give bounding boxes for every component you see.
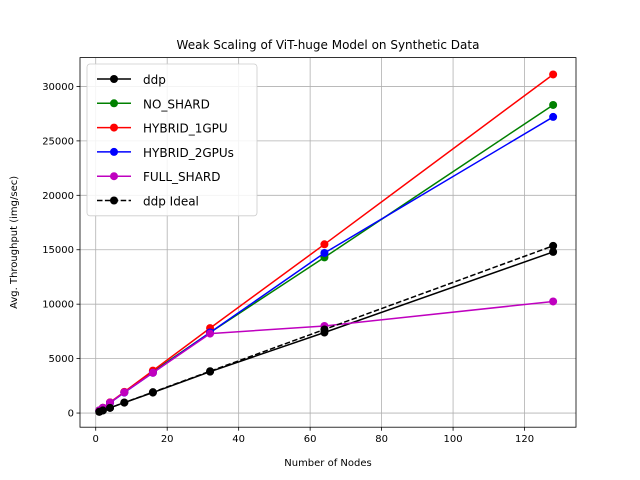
series-ddp-ideal	[95, 241, 558, 416]
legend-label: ddp	[143, 73, 166, 87]
legend-marker	[110, 147, 118, 156]
legend-item-hybrid-1gpu: HYBRID_1GPU	[97, 122, 228, 136]
data-point-no-shard	[549, 100, 558, 109]
data-point-full-shard	[120, 388, 129, 397]
legend-label: ddp Ideal	[143, 195, 199, 209]
legend-box	[86, 63, 258, 217]
data-point-ddp-ideal	[106, 403, 115, 412]
legend-label: HYBRID_1GPU	[143, 122, 228, 136]
x-ticks: 0 20 40 60 80 100 120	[93, 427, 534, 445]
data-point-ddp-ideal	[120, 398, 129, 407]
x-tick-label: 100	[444, 434, 463, 445]
plot-frame	[79, 57, 577, 428]
x-tick-label: 20	[161, 434, 174, 445]
legend-label: HYBRID_2GPUs	[143, 146, 234, 160]
data-point-ddp	[549, 247, 558, 256]
data-point-full-shard	[206, 329, 215, 338]
data-point-ddp-ideal	[549, 241, 558, 250]
data-point-ddp-ideal	[98, 406, 107, 415]
data-point-hybrid-2gpus	[549, 112, 558, 121]
y-axis-label: Avg. Throughput (img/sec)	[9, 176, 20, 309]
legend-marker	[110, 172, 118, 181]
legend-item-no-shard: NO_SHARD	[97, 97, 210, 111]
legend-marker	[110, 123, 118, 132]
y-tick-label: 10000	[42, 300, 74, 311]
legend-item-ddp-ideal: ddp Ideal	[97, 195, 199, 209]
y-tick-label: 0	[68, 409, 74, 420]
y-ticks: 0 5000 10000 15000 20000 25000 30000	[42, 82, 80, 420]
legend-item-hybrid-2gpus: HYBRID_2GPUs	[97, 146, 234, 160]
legend-label: FULL_SHARD	[143, 170, 220, 184]
data-point-hybrid-1gpu	[549, 70, 558, 79]
x-tick-label: 60	[304, 434, 317, 445]
legend-label: NO_SHARD	[143, 97, 210, 111]
legend-item-ddp: ddp	[97, 73, 166, 87]
y-tick-label: 25000	[42, 136, 74, 147]
legend-marker	[110, 196, 118, 205]
data-point-hybrid-2gpus	[320, 249, 329, 258]
legend-marker	[110, 99, 118, 108]
x-tick-label: 80	[375, 434, 388, 445]
legend: ddp NO_SHARD HYBRID_1GPU HYBRID_2GPUs FULL_S…	[86, 63, 258, 217]
data-point-ddp-ideal	[320, 325, 329, 334]
y-tick-label: 20000	[42, 191, 74, 202]
data-point-hybrid-1gpu	[320, 240, 329, 249]
y-tick-label: 15000	[42, 245, 74, 256]
chart-title: Weak Scaling of ViT-huge Model on Synthe…	[177, 38, 480, 52]
x-axis-label: Number of Nodes	[284, 458, 371, 469]
data-point-ddp-ideal	[148, 388, 157, 397]
y-tick-label: 30000	[42, 82, 74, 93]
x-tick-label: 40	[232, 434, 245, 445]
series-layer	[95, 70, 558, 416]
x-tick-label: 0	[93, 434, 99, 445]
legend-marker	[110, 75, 118, 83]
y-tick-label: 5000	[49, 354, 74, 365]
data-point-full-shard	[549, 297, 558, 306]
legend-item-full-shard: FULL_SHARD	[97, 170, 220, 184]
x-tick-label: 120	[515, 434, 534, 445]
data-point-ddp-ideal	[206, 367, 215, 376]
data-point-full-shard	[148, 368, 157, 377]
